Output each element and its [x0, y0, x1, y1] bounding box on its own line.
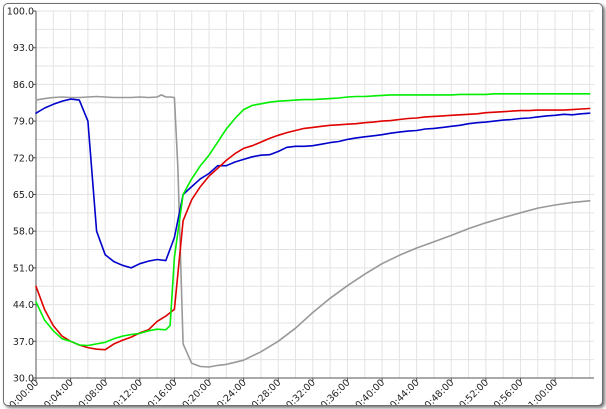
- y-tick-label: 30.0: [13, 374, 34, 385]
- x-tick-label: 0:20:00: [180, 377, 214, 405]
- x-tick-label: 0:16:00: [146, 377, 180, 405]
- y-tick-label: 93.0: [13, 43, 34, 54]
- y-tick-label: 44.0: [13, 300, 34, 311]
- series-line-green: [35, 93, 591, 347]
- x-tick-label: 1:00:00: [527, 377, 561, 405]
- x-tick-label: 0:44:00: [388, 377, 422, 405]
- y-tick-label: 79.0: [13, 117, 34, 128]
- line-chart: 30.0 37.0 44.0 51.0 58.0 65.0 72.0 79.0 86.0 93.0…: [7, 7, 594, 405]
- series-line-red: [35, 107, 591, 351]
- x-tick-label: 0:32:00: [284, 377, 318, 405]
- x-tick-label: 0:28:00: [250, 377, 284, 405]
- y-tick-label: 51.0: [13, 263, 34, 274]
- axes: [33, 10, 594, 381]
- x-tick-label: 0:36:00: [319, 377, 353, 405]
- y-tick-label: 72.0: [13, 153, 34, 164]
- x-tick-label: 0:08:00: [77, 377, 111, 405]
- series-lines: [35, 93, 591, 368]
- y-tick-label: 65.0: [13, 190, 34, 201]
- y-tick-labels: 30.0 37.0 44.0 51.0 58.0 65.0 72.0 79.0 86.0 93.0…: [7, 7, 34, 385]
- x-tick-labels: 0:00:00 0:04:00 0:08:00 0:12:00 0:16:00 0:20:…: [7, 377, 560, 405]
- grid: [35, 10, 594, 379]
- y-tick-label: 58.0: [13, 227, 34, 238]
- x-tick-label: 0:04:00: [42, 377, 76, 405]
- y-tick-label: 37.0: [13, 337, 34, 348]
- x-tick-label: 0:52:00: [457, 377, 491, 405]
- x-tick-label: 0:48:00: [423, 377, 457, 405]
- x-tick-label: 0:12:00: [111, 377, 145, 405]
- series-line-blue: [35, 98, 591, 269]
- x-tick-label: 0:24:00: [215, 377, 249, 405]
- x-tick-label: 0:56:00: [492, 377, 526, 405]
- y-tick-label: 100.0: [7, 7, 34, 18]
- series-line-gray: [35, 94, 591, 368]
- x-tick-label: 0:40:00: [353, 377, 387, 405]
- chart-frame: 30.0 37.0 44.0 51.0 58.0 65.0 72.0 79.0 86.0 93.0…: [3, 3, 603, 406]
- y-tick-label: 86.0: [13, 80, 34, 91]
